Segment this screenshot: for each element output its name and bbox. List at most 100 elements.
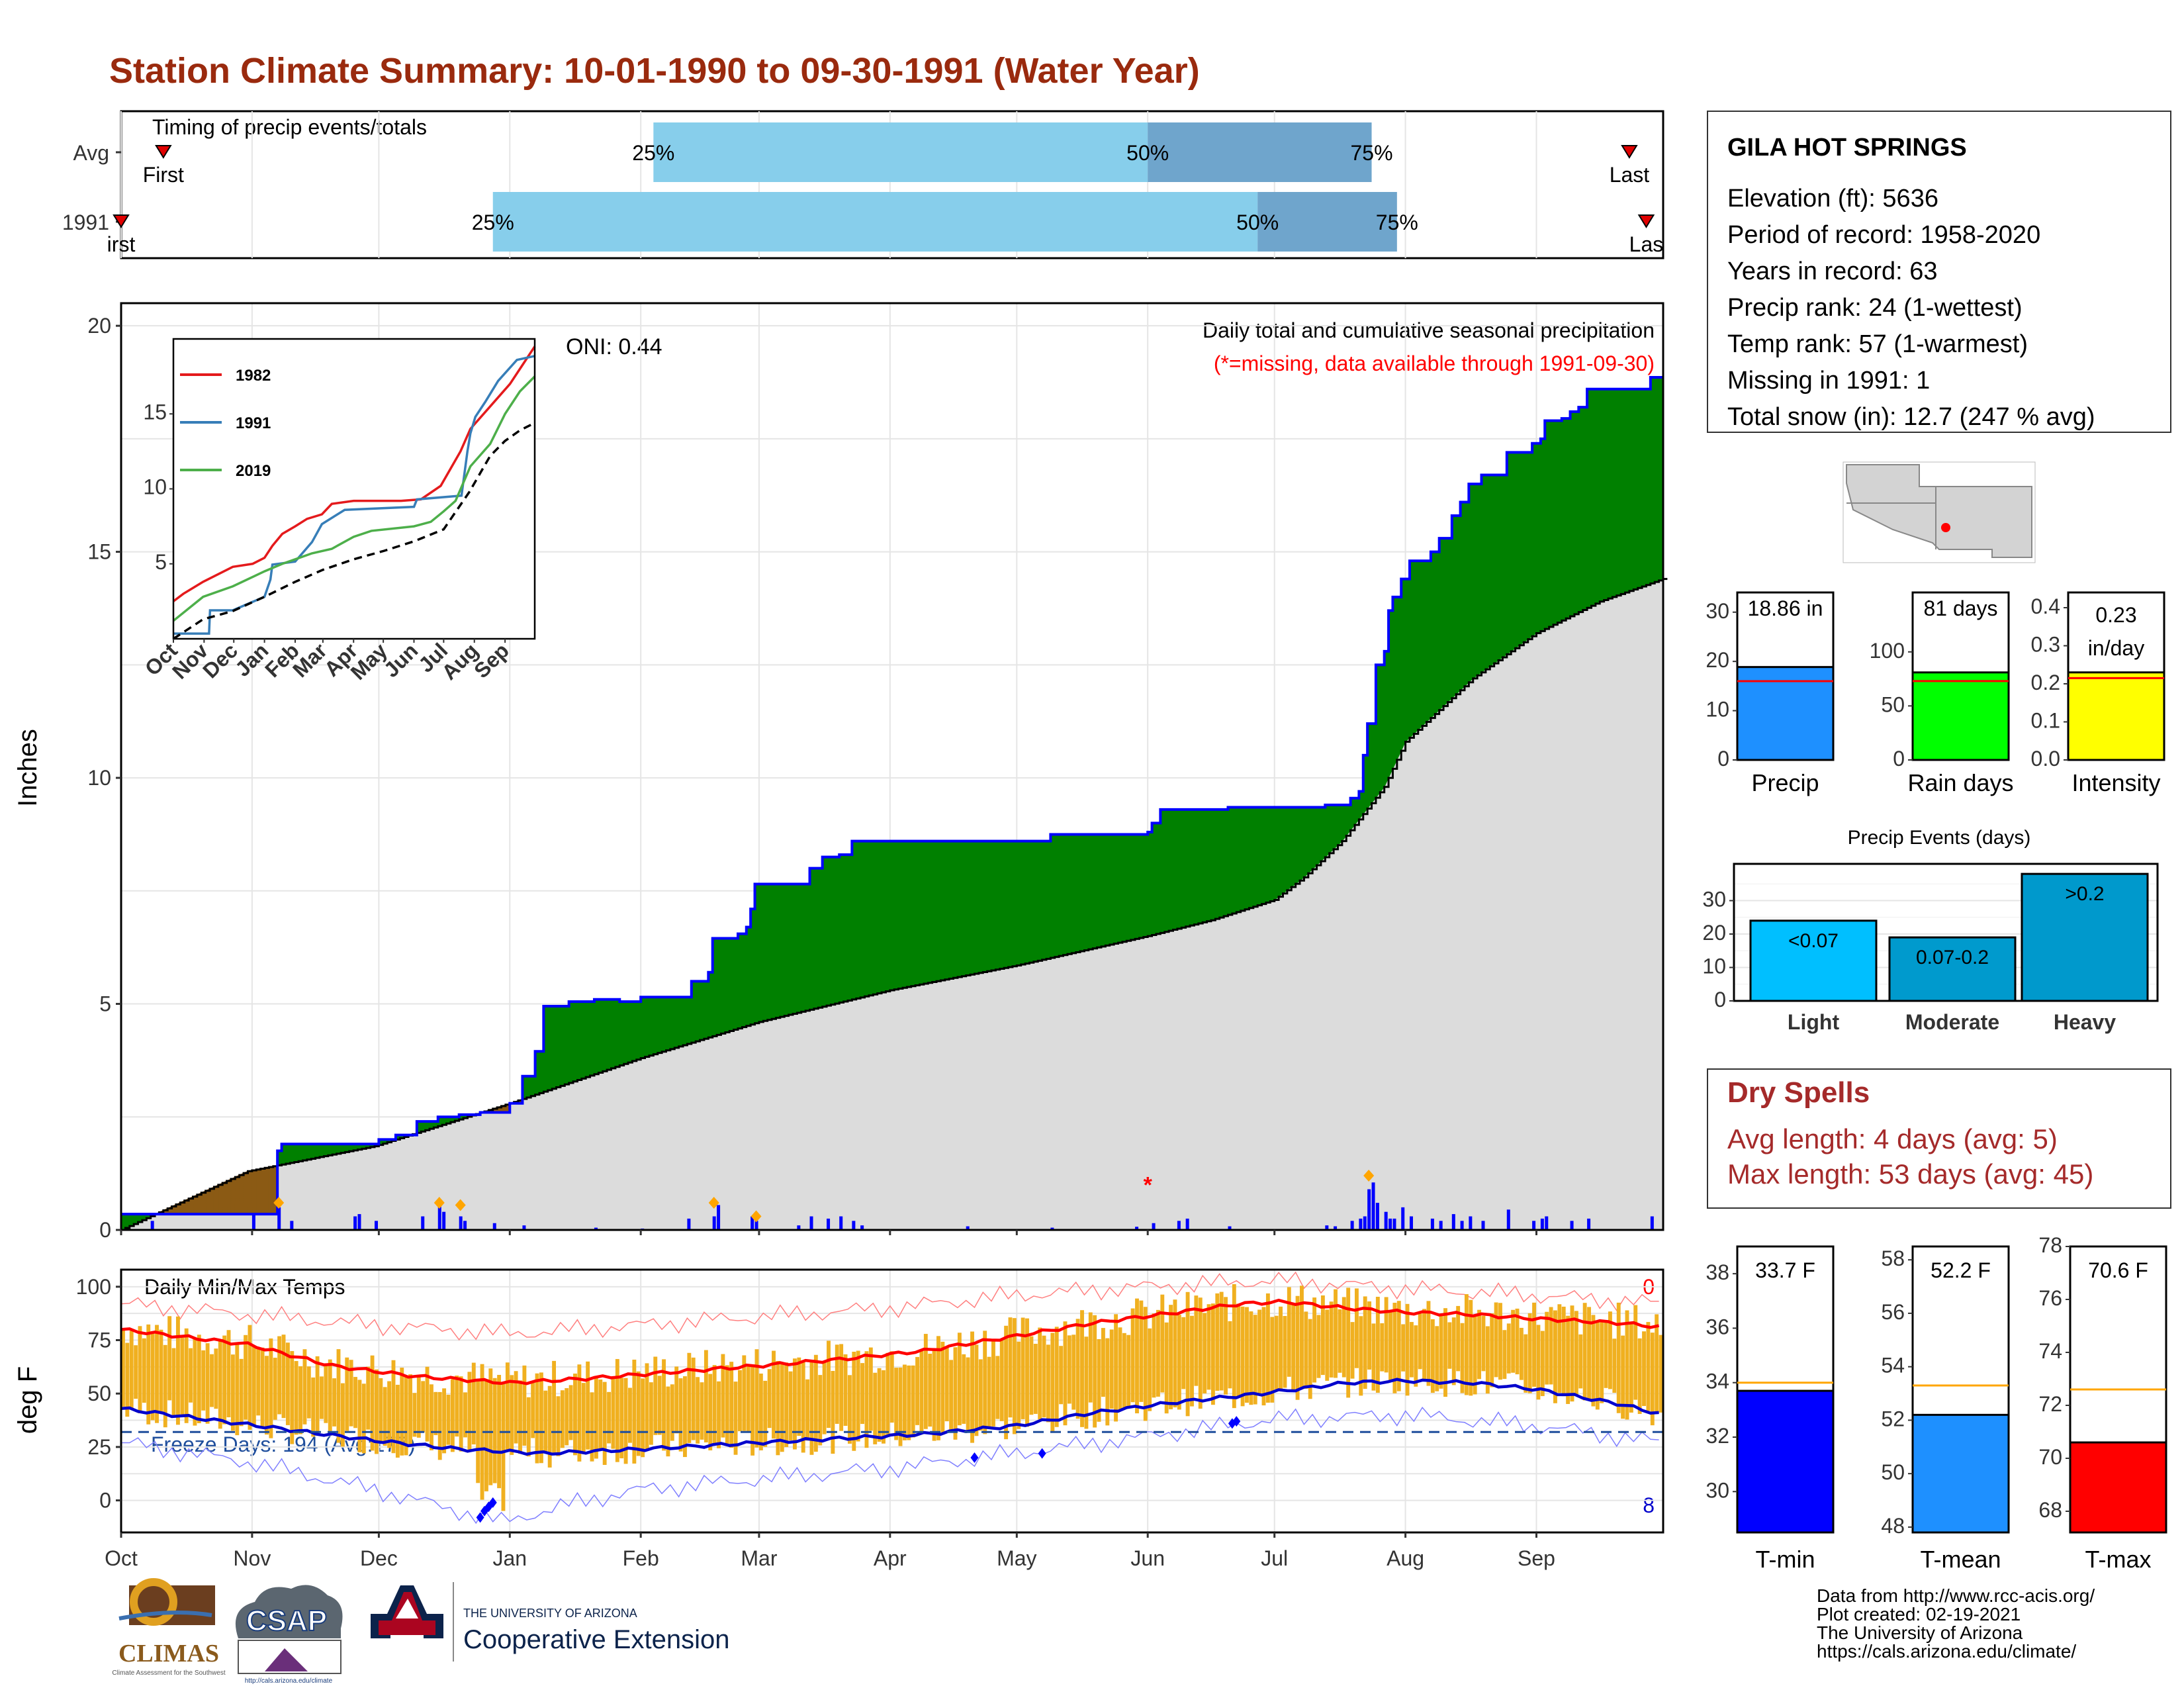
precip-ytick: 15 — [87, 540, 111, 564]
station-info-line: Period of record: 1958-2020 — [1727, 221, 2040, 249]
month-xtick: Aug — [1387, 1546, 1424, 1570]
daily-temp-bar — [953, 1347, 958, 1440]
daily-temp-bar — [827, 1340, 831, 1429]
daily-temp-bar — [201, 1350, 206, 1411]
station-info-line: Total snow (in): 12.7 (247 % avg) — [1727, 403, 2095, 431]
summary-temp-ytick: 32 — [1706, 1424, 1729, 1448]
daily-temp-bar — [923, 1334, 928, 1429]
daily-temp-bar — [602, 1382, 607, 1465]
daily-temp-bar — [1646, 1322, 1651, 1411]
daily-temp-bar — [623, 1378, 628, 1464]
daily-temp-bar — [1198, 1297, 1203, 1409]
daily-temp-bar — [619, 1378, 624, 1459]
daily-temp-bar — [1359, 1316, 1363, 1396]
daily-temp-bar — [121, 1328, 125, 1407]
daily-temp-bar — [1629, 1323, 1633, 1413]
daily-precip-bar — [1409, 1216, 1413, 1230]
daily-temp-bar — [366, 1366, 371, 1430]
daily-temp-bar — [666, 1386, 670, 1457]
daily-precip-bar — [1451, 1214, 1455, 1230]
daily-temp-bar — [907, 1365, 911, 1440]
inset-series-line — [173, 422, 535, 640]
daily-temp-bar — [1093, 1315, 1097, 1428]
daily-temp-bar — [649, 1382, 653, 1445]
daily-temp-bar — [315, 1356, 320, 1435]
daily-temp-bar — [894, 1368, 899, 1440]
daily-temp-bar — [1426, 1301, 1431, 1386]
daily-temp-bar — [1215, 1293, 1220, 1391]
daily-temp-bar — [1595, 1322, 1600, 1410]
daily-temp-bar — [1439, 1315, 1443, 1389]
summary-temp-ytick: 34 — [1706, 1370, 1729, 1393]
daily-temp-bar — [1371, 1323, 1376, 1391]
station-location-dot — [1941, 523, 1950, 532]
month-xtick: Oct — [105, 1546, 138, 1570]
footer-credit-line: Plot created: 02-19-2021 — [1817, 1604, 2021, 1624]
daily-temp-bar — [886, 1352, 890, 1435]
daily-temp-bar — [1633, 1305, 1638, 1400]
daily-precip-bar — [1388, 1218, 1392, 1230]
daily-temp-bar — [708, 1374, 713, 1451]
precip-summary-bars: 0 10 20 30 Precip 0 50 100 Rain days 0.0 0.1 0.2 0.3… — [1706, 591, 2165, 796]
daily-temp-bar — [565, 1388, 569, 1446]
daily-temp-bar — [1008, 1317, 1013, 1418]
daily-temp-bar — [400, 1368, 404, 1456]
daily-temp-bar — [1545, 1311, 1549, 1385]
daily-temp-bar — [505, 1362, 510, 1450]
daily-temp-bar — [1148, 1328, 1152, 1411]
daily-temp-bar — [167, 1316, 172, 1401]
summary-precip-ytick: 0.2 — [2031, 671, 2060, 694]
daily-temp-bar — [1042, 1335, 1046, 1418]
daily-temp-bar — [1206, 1304, 1211, 1390]
inset-series-line — [172, 375, 536, 622]
precip-ytick: 0 — [99, 1218, 111, 1242]
daily-temp-bar — [831, 1371, 835, 1454]
summary-temp-ytick: 76 — [2038, 1286, 2062, 1310]
daily-temp-bar — [514, 1371, 518, 1444]
precip-note: (*=missing, data available through 1991-… — [1214, 352, 1655, 375]
daily-temp-bar — [488, 1368, 493, 1485]
daily-precip-bar — [852, 1221, 856, 1230]
precip-ylabel: Inches — [13, 729, 42, 807]
daily-temp-bar — [1604, 1321, 1608, 1388]
inset-series-line — [172, 346, 536, 602]
inset-ytick: 15 — [143, 400, 167, 424]
daily-temp-bar — [889, 1351, 894, 1423]
summary-temp-ytick: 58 — [1881, 1246, 1905, 1270]
daily-temp-bar — [1033, 1344, 1038, 1414]
daily-temp-bar — [290, 1351, 295, 1444]
snow-marker — [708, 1197, 719, 1209]
daily-precip-bar — [1439, 1221, 1443, 1230]
daily-temp-bar — [471, 1362, 476, 1445]
daily-temp-bar — [957, 1333, 962, 1426]
daily-temp-bar — [1320, 1295, 1325, 1376]
daily-temp-bar — [205, 1343, 210, 1424]
event-category: Light — [1788, 1010, 1840, 1034]
csap-logo: CSAP http://cals.arizona.edu/climate — [235, 1585, 343, 1685]
daily-precip-bar — [463, 1221, 467, 1230]
timing-bar-25-50 — [653, 122, 1148, 182]
daily-temp-bar — [395, 1384, 400, 1458]
daily-temp-bar — [1017, 1341, 1021, 1429]
daily-temp-bar — [497, 1374, 502, 1489]
daily-temp-bar — [547, 1385, 552, 1468]
timing-row-label: 1991 — [62, 211, 109, 234]
daily-precip-bar — [1532, 1221, 1536, 1230]
daily-temp-bar — [784, 1362, 789, 1448]
daily-temp-bar — [383, 1387, 387, 1446]
daily-temp-bar — [1283, 1316, 1287, 1388]
daily-temp-bar — [248, 1325, 252, 1430]
event-category: Heavy — [2054, 1010, 2116, 1034]
daily-temp-bar — [966, 1357, 970, 1432]
summary-temp-ytick: 72 — [2038, 1392, 2062, 1416]
summary-precip-label: Precip — [1751, 769, 1819, 796]
daily-temp-bar — [843, 1354, 848, 1426]
inset-legend-label: 1991 — [236, 414, 271, 432]
daily-precip-bar — [442, 1211, 446, 1230]
daily-temp-bar — [763, 1380, 768, 1447]
daily-temp-bar — [758, 1373, 763, 1451]
daily-temp-bar — [522, 1365, 527, 1446]
daily-precip-bar — [1460, 1221, 1464, 1230]
daily-temp-bar — [1130, 1308, 1135, 1403]
event-bar-label: <0.07 — [1788, 930, 1839, 952]
